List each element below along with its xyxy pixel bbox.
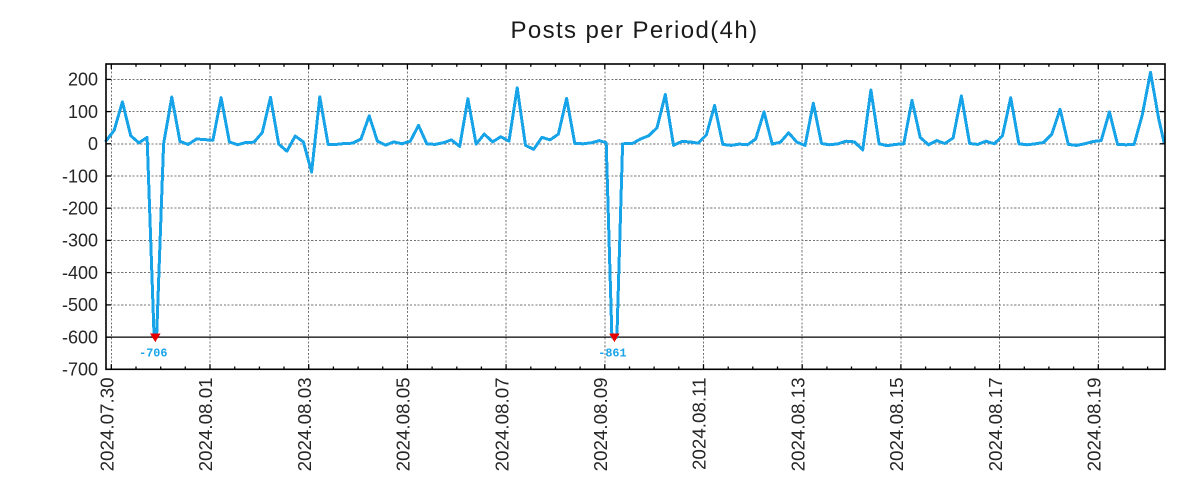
svg-text:2024.08.03: 2024.08.03 bbox=[294, 377, 315, 471]
svg-text:2024.07.30: 2024.07.30 bbox=[97, 377, 118, 471]
svg-text:-200: -200 bbox=[62, 199, 98, 219]
svg-text:2024.08.19: 2024.08.19 bbox=[1084, 377, 1105, 471]
svg-text:-400: -400 bbox=[62, 263, 98, 283]
svg-text:-706: -706 bbox=[139, 347, 167, 361]
svg-text:2024.08.11: 2024.08.11 bbox=[689, 377, 710, 470]
svg-text:2024.08.01: 2024.08.01 bbox=[195, 377, 216, 471]
svg-text:100: 100 bbox=[68, 102, 98, 122]
svg-text:0: 0 bbox=[88, 134, 98, 154]
svg-text:-300: -300 bbox=[62, 231, 98, 251]
svg-text:2024.08.13: 2024.08.13 bbox=[787, 377, 808, 471]
svg-text:2024.08.15: 2024.08.15 bbox=[886, 377, 907, 471]
svg-text:-500: -500 bbox=[62, 295, 98, 315]
svg-text:-100: -100 bbox=[62, 166, 98, 186]
svg-text:2024.08.07: 2024.08.07 bbox=[491, 377, 512, 471]
svg-text:-600: -600 bbox=[62, 327, 98, 347]
svg-text:-861: -861 bbox=[598, 347, 626, 361]
svg-text:-700: -700 bbox=[62, 360, 98, 380]
svg-text:Posts per Period(4h): Posts per Period(4h) bbox=[510, 17, 758, 44]
svg-text:2024.08.05: 2024.08.05 bbox=[393, 377, 414, 471]
svg-text:200: 200 bbox=[68, 70, 98, 90]
svg-text:2024.08.09: 2024.08.09 bbox=[590, 377, 611, 471]
svg-text:2024.08.17: 2024.08.17 bbox=[985, 377, 1006, 471]
